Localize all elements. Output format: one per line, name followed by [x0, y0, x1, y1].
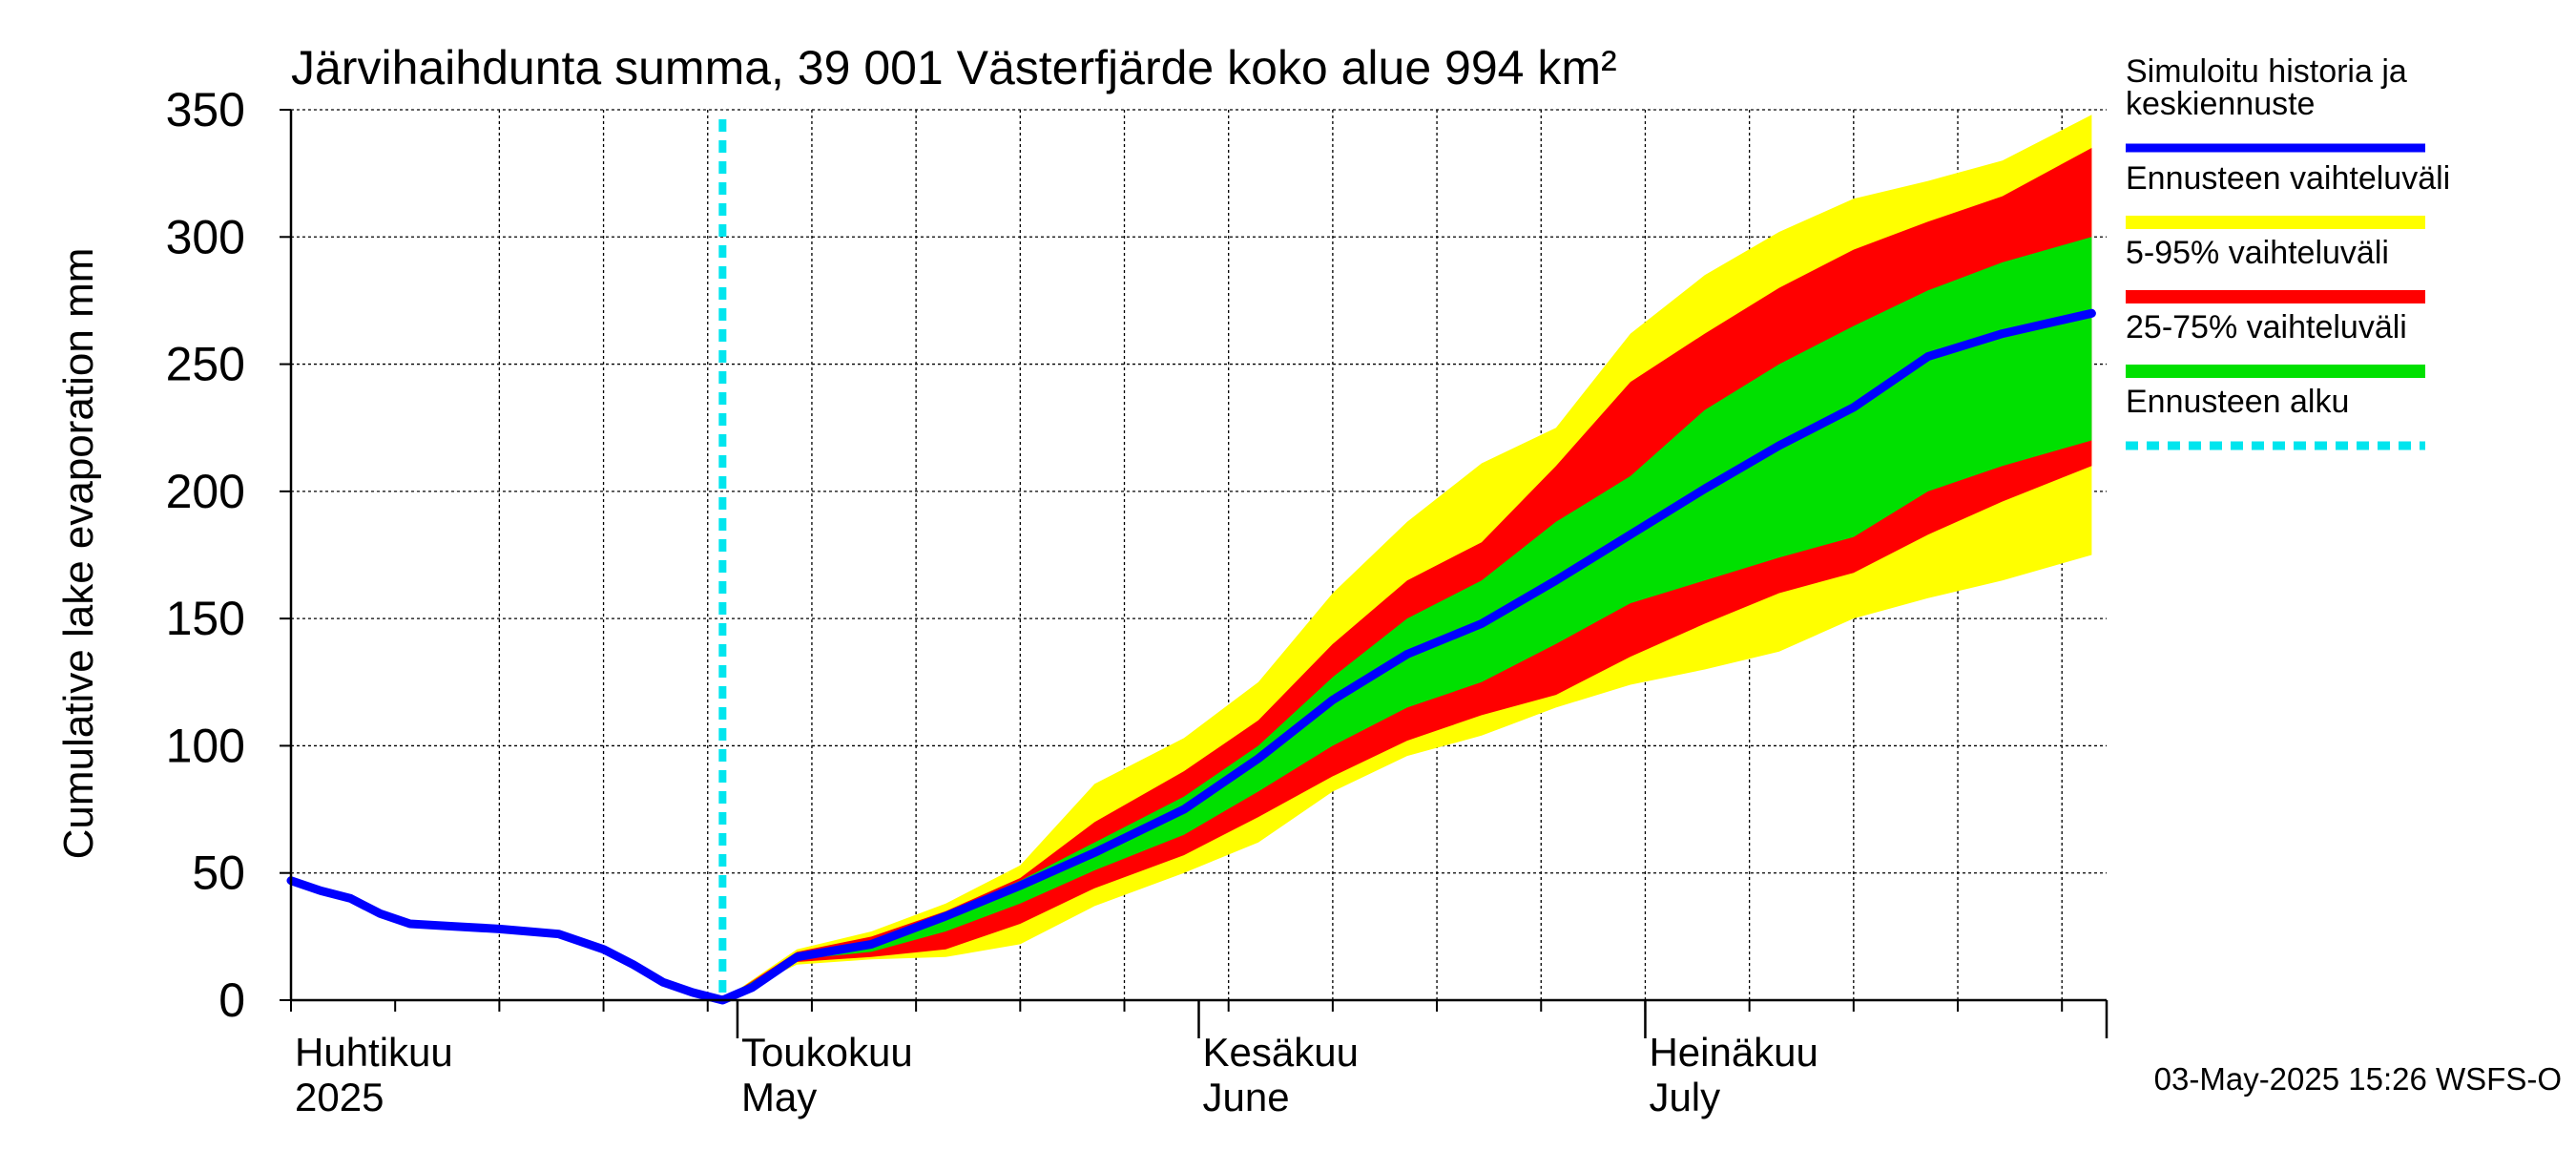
- band-25-75: [722, 237, 2092, 1001]
- median-line: [286, 308, 2096, 1005]
- x-month-label-fi: Huhtikuu: [295, 1030, 453, 1075]
- y-tick-label: 150: [166, 592, 245, 645]
- x-month-label-en: 2025: [295, 1075, 384, 1119]
- legend-label: keskiennuste: [2126, 86, 2315, 122]
- y-tick-label: 350: [166, 83, 245, 136]
- legend-label: Ennusteen alku: [2126, 384, 2349, 420]
- y-tick-label: 300: [166, 210, 245, 263]
- y-tick-label: 50: [192, 847, 245, 900]
- legend-label: 25-75% vaihteluväli: [2126, 309, 2407, 345]
- x-month-label-en: May: [741, 1075, 817, 1119]
- y-tick-label: 250: [166, 338, 245, 391]
- y-axis-label: Cumulative lake evaporation mm: [55, 248, 102, 860]
- legend-label: Simuloitu historia ja: [2126, 53, 2407, 90]
- x-month-label-fi: Heinäkuu: [1649, 1030, 1818, 1075]
- y-tick-label: 100: [166, 719, 245, 772]
- x-month-label-en: June: [1203, 1075, 1290, 1119]
- band-5-95: [722, 148, 2092, 1000]
- footer-timestamp: 03-May-2025 15:26 WSFS-O: [2154, 1061, 2562, 1097]
- chart-title: Järvihaihdunta summa, 39 001 Västerfjärd…: [291, 41, 1617, 94]
- x-month-label-fi: Toukokuu: [741, 1030, 913, 1075]
- x-month-label-en: July: [1649, 1075, 1720, 1119]
- x-month-label-fi: Kesäkuu: [1203, 1030, 1359, 1075]
- y-tick-label: 200: [166, 465, 245, 518]
- legend-label: 5-95% vaihteluväli: [2126, 235, 2389, 271]
- y-tick-label: 0: [218, 973, 245, 1027]
- legend-label: Ennusteen vaihteluväli: [2126, 160, 2450, 197]
